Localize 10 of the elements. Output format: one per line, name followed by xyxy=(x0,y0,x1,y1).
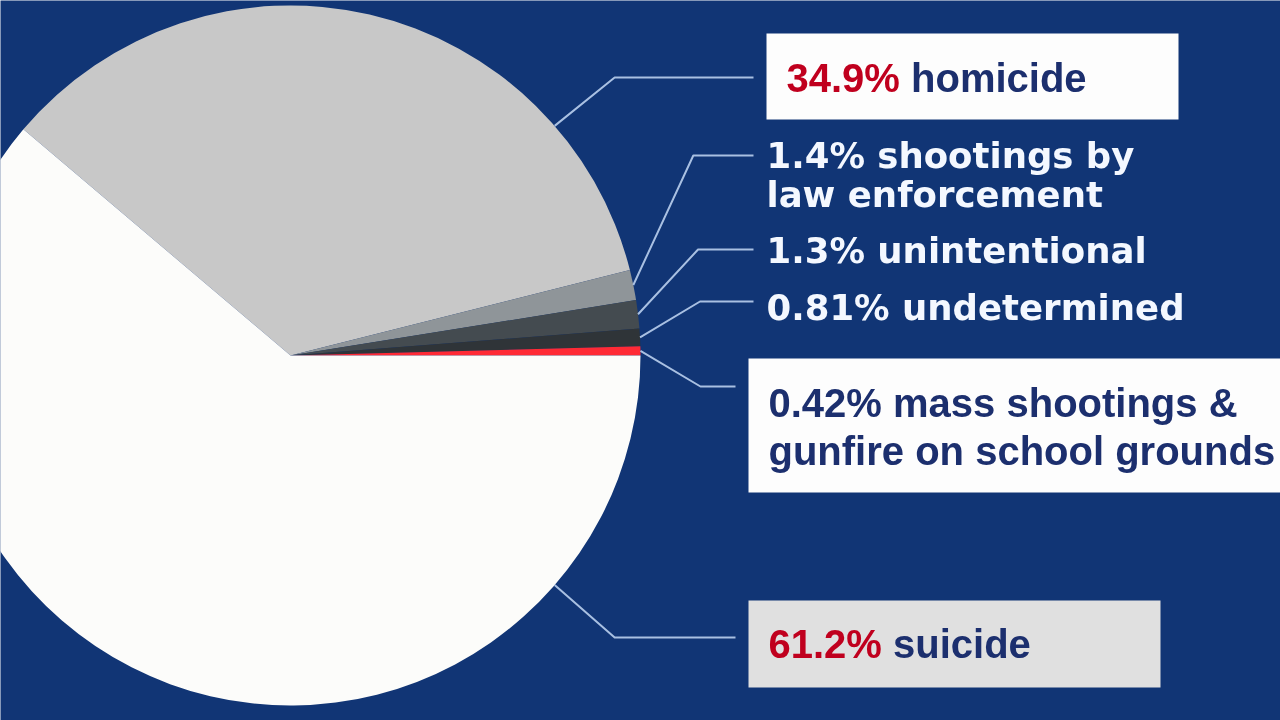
slice-label: 0.42% mass shootings & gunfire on school grounds xyxy=(768,380,1276,473)
slice-label: undetermined xyxy=(902,287,1185,328)
slice-label: 1.4% shootings by law enforcement xyxy=(766,135,1135,215)
slice-label: suicide xyxy=(893,621,1031,666)
data-label: 1.3% xyxy=(766,230,865,271)
data-label: 61.2% xyxy=(768,621,882,666)
data-label: 0.81% xyxy=(766,287,890,328)
data-label: 34.9% xyxy=(786,55,900,100)
slice-label: unintentional xyxy=(877,230,1147,271)
slice-label: homicide xyxy=(911,55,1087,100)
